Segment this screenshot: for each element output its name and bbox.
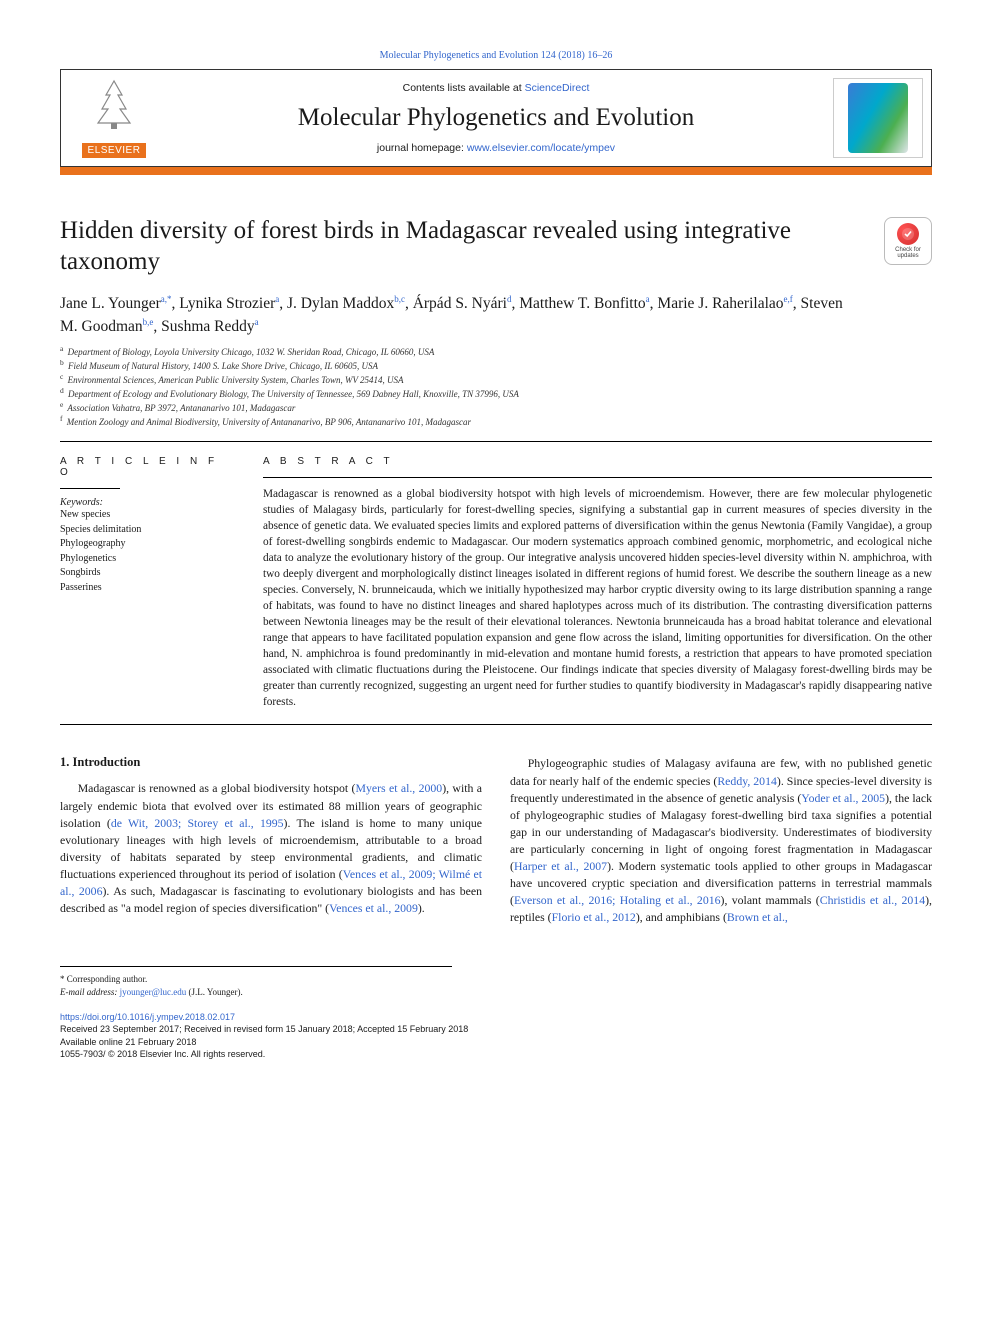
affiliation-item: d Department of Ecology and Evolutionary… xyxy=(60,386,862,399)
keywords-list: New speciesSpecies delimitationPhylogeog… xyxy=(60,508,235,595)
top-citation-link[interactable]: Molecular Phylogenetics and Evolution 12… xyxy=(380,50,613,61)
homepage-prefix: journal homepage: xyxy=(377,142,467,154)
email-line: E-mail address: jyounger@luc.edu (J.L. Y… xyxy=(60,986,452,999)
contents-prefix: Contents lists available at xyxy=(403,82,525,94)
accent-bar xyxy=(60,167,932,175)
check-updates-badge[interactable]: Check forupdates xyxy=(884,217,932,265)
article-info-heading: A R T I C L E I N F O xyxy=(60,456,235,478)
keyword-item: Passerines xyxy=(60,581,235,596)
journal-name: Molecular Phylogenetics and Evolution xyxy=(171,104,821,132)
sciencedirect-link[interactable]: ScienceDirect xyxy=(525,82,590,94)
corresponding-email-link[interactable]: jyounger@luc.edu xyxy=(120,987,187,997)
abstract-text: Madagascar is renowned as a global biodi… xyxy=(263,486,932,710)
affiliation-item: c Environmental Sciences, American Publi… xyxy=(60,372,862,385)
affiliation-item: b Field Museum of Natural History, 1400 … xyxy=(60,358,862,371)
article-title: Hidden diversity of forest birds in Mada… xyxy=(60,215,862,278)
bottom-meta: https://doi.org/10.1016/j.ympev.2018.02.… xyxy=(60,1011,932,1061)
footnotes: * Corresponding author. E-mail address: … xyxy=(60,966,452,998)
authors-list: Jane L. Youngera,*, Lynika Stroziera, J.… xyxy=(60,292,862,339)
email-suffix: (J.L. Younger). xyxy=(186,987,243,997)
top-citation: Molecular Phylogenetics and Evolution 12… xyxy=(60,50,932,61)
section-heading: 1. Introduction xyxy=(60,755,482,770)
masthead: ELSEVIER Contents lists available at Sci… xyxy=(60,69,932,167)
rule-bottom xyxy=(60,724,932,725)
journal-homepage: journal homepage: www.elsevier.com/locat… xyxy=(171,142,821,154)
journal-cover-thumbnail xyxy=(833,78,923,158)
abstract-column: A B S T R A C T Madagascar is renowned a… xyxy=(263,456,932,710)
article-header: Check forupdates Hidden diversity of for… xyxy=(60,215,932,427)
cover-swatch xyxy=(848,83,908,153)
keywords-label: Keywords: xyxy=(60,497,235,508)
affiliations: a Department of Biology, Loyola Universi… xyxy=(60,344,862,427)
keyword-item: Phylogenetics xyxy=(60,552,235,567)
publisher-wordmark: ELSEVIER xyxy=(82,143,147,158)
keyword-item: Species delimitation xyxy=(60,523,235,538)
keyword-item: Songbirds xyxy=(60,566,235,581)
article-info-column: A R T I C L E I N F O Keywords: New spec… xyxy=(60,456,235,710)
affiliation-item: f Mention Zoology and Animal Biodiversit… xyxy=(60,414,862,427)
intro-para-2: Phylogeographic studies of Malagasy avif… xyxy=(510,755,932,926)
affiliation-item: e Association Vahatra, BP 3972, Antanana… xyxy=(60,400,862,413)
homepage-link[interactable]: www.elsevier.com/locate/ympev xyxy=(467,142,615,154)
rule-top xyxy=(60,441,932,442)
elsevier-tree-icon xyxy=(84,77,144,139)
keyword-item: Phylogeography xyxy=(60,537,235,552)
doi-link[interactable]: https://doi.org/10.1016/j.ympev.2018.02.… xyxy=(60,1012,235,1022)
abstract-heading: A B S T R A C T xyxy=(263,456,932,467)
publisher-logo: ELSEVIER xyxy=(69,78,159,158)
check-updates-icon xyxy=(897,223,919,245)
check-line2: updates xyxy=(897,253,918,259)
info-abstract-row: A R T I C L E I N F O Keywords: New spec… xyxy=(60,456,932,710)
intro-para-1: Madagascar is renowned as a global biodi… xyxy=(60,780,482,917)
email-label: E-mail address: xyxy=(60,987,120,997)
affiliation-item: a Department of Biology, Loyola Universi… xyxy=(60,344,862,357)
body-section: 1. Introduction Madagascar is renowned a… xyxy=(60,755,932,926)
copyright-line: 1055-7903/ © 2018 Elsevier Inc. All righ… xyxy=(60,1048,932,1061)
contents-line: Contents lists available at ScienceDirec… xyxy=(171,82,821,94)
keyword-item: New species xyxy=(60,508,235,523)
received-dates: Received 23 September 2017; Received in … xyxy=(60,1023,932,1036)
corresponding-author-note: * Corresponding author. xyxy=(60,973,452,986)
available-online: Available online 21 February 2018 xyxy=(60,1036,932,1049)
